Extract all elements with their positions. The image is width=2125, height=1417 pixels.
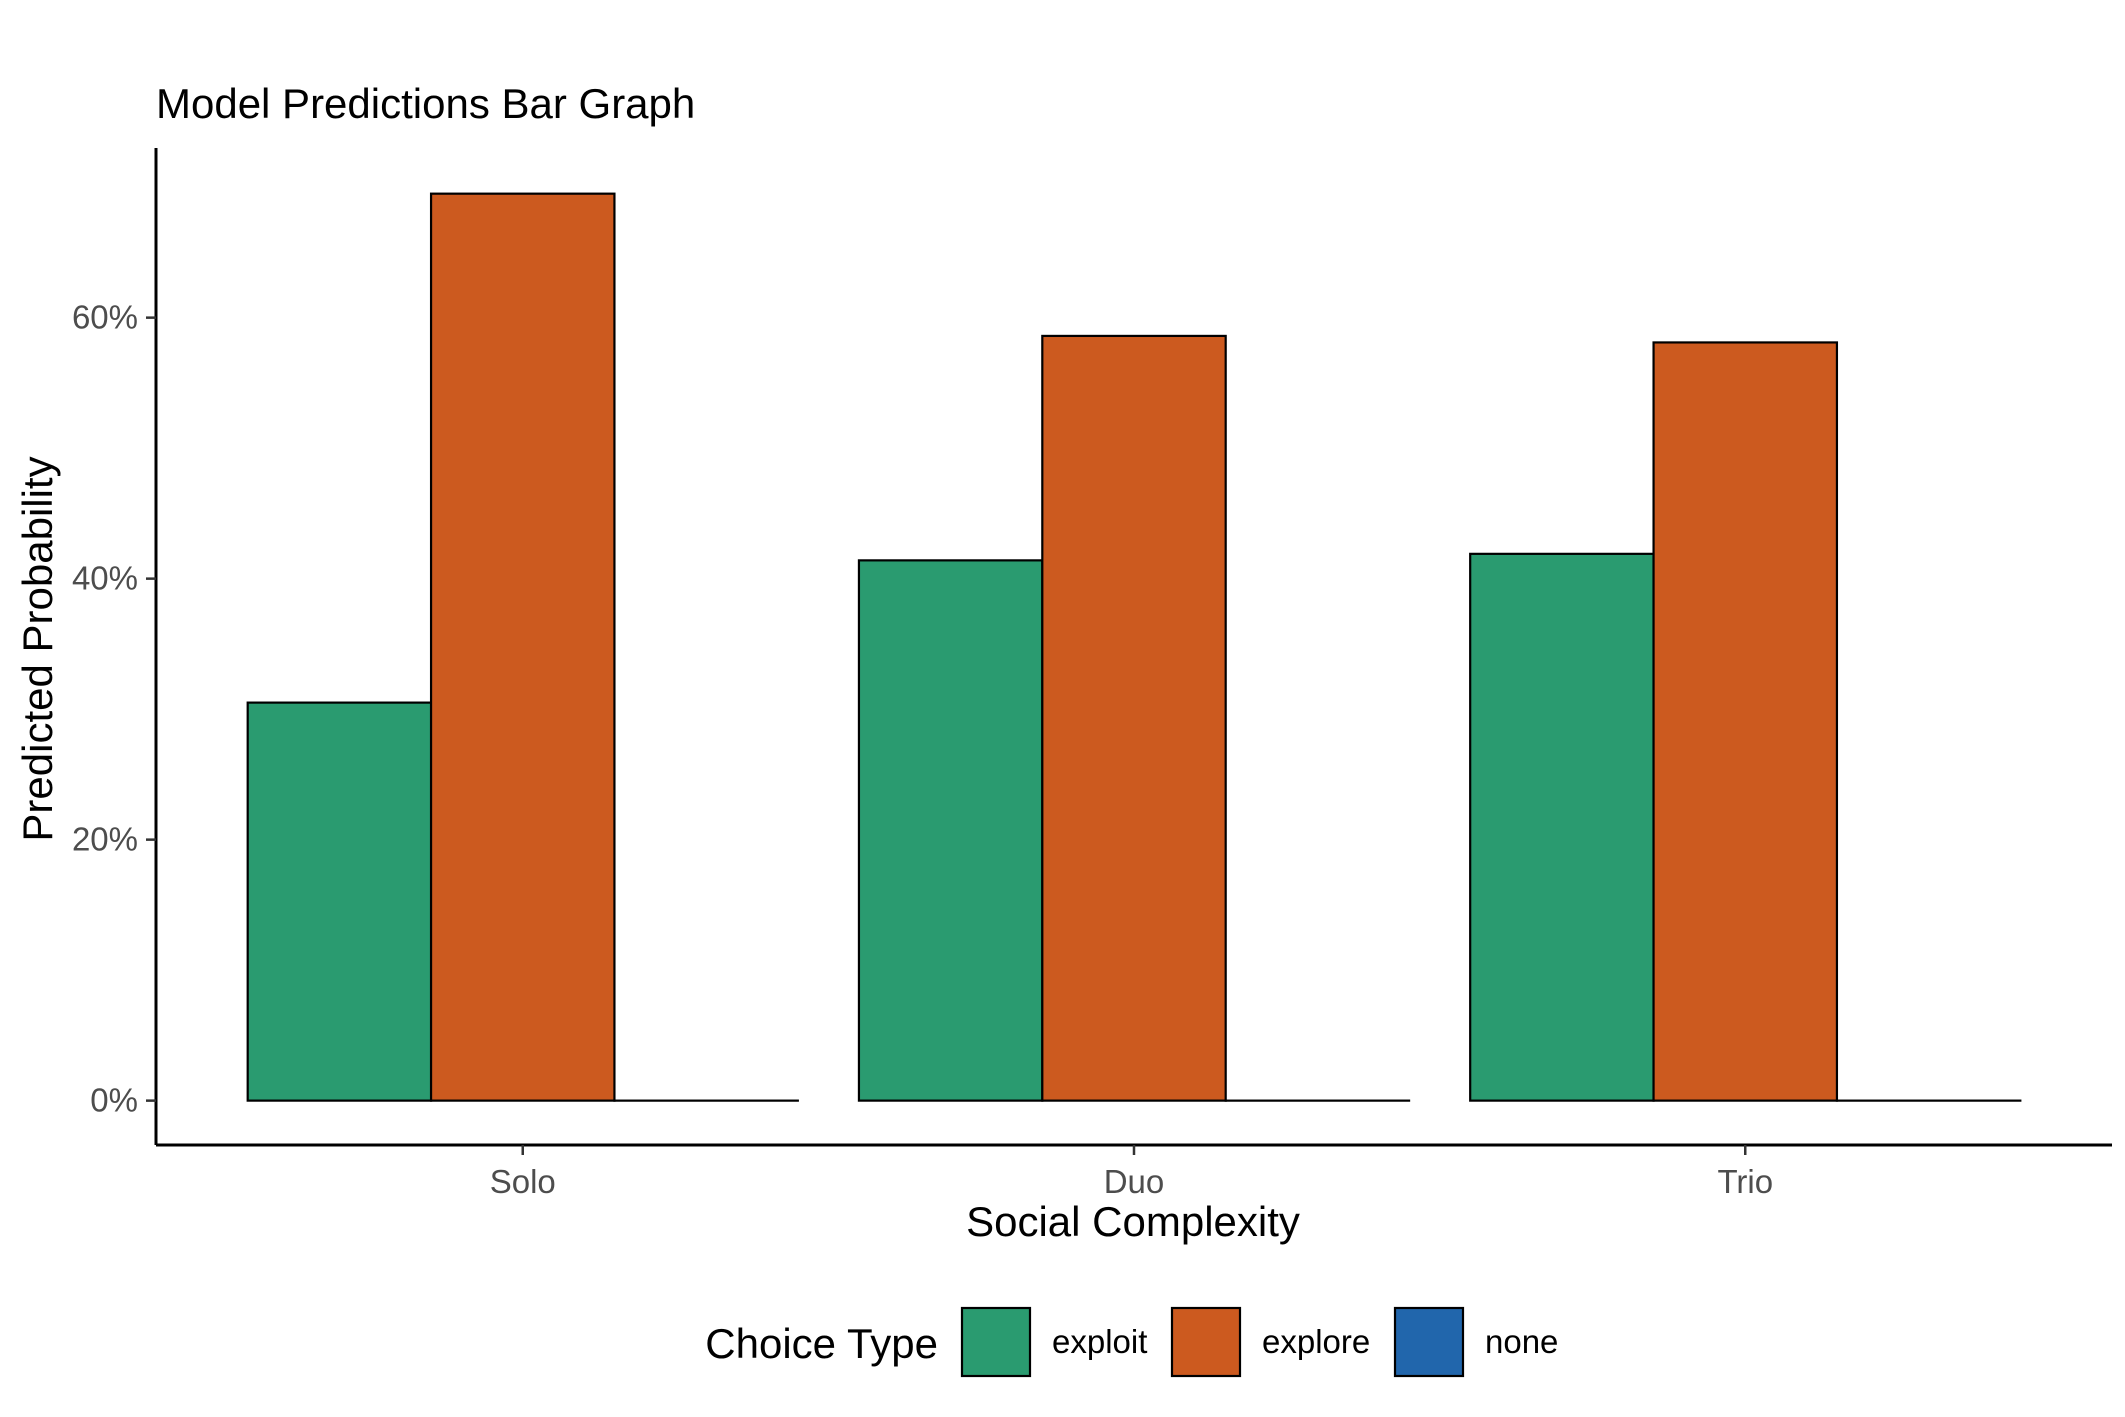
legend-key-explore [1170, 1306, 1242, 1378]
x-tick-label-trio: Trio [1717, 1163, 1773, 1200]
bar-solo-exploit [246, 701, 433, 1102]
bar-duo-exploit [857, 559, 1044, 1102]
legend-key-exploit [960, 1306, 1032, 1378]
bar-duo-explore [1041, 334, 1227, 1102]
bar-trio-exploit [1469, 552, 1655, 1102]
bar-trio-explore [1652, 341, 1839, 1102]
chart-title: Model Predictions Bar Graph [156, 80, 695, 127]
y-tick-label: 60% [72, 299, 138, 336]
plot-area: 0% 20% 40% 60% Solo Duo Trio [72, 148, 2112, 1200]
x-tick-label-solo: Solo [490, 1163, 556, 1200]
legend-title: Choice Type [705, 1320, 938, 1367]
legend-label-none: none [1485, 1323, 1558, 1360]
legend: Choice Type exploit explore none [705, 1306, 1558, 1378]
x-tick-label-duo: Duo [1104, 1163, 1165, 1200]
legend-key-none [1393, 1306, 1465, 1378]
y-tick-label: 20% [72, 821, 138, 858]
y-axis-title: Predicted Probability [14, 456, 61, 841]
bar-solo-explore [429, 192, 616, 1102]
x-axis-title: Social Complexity [966, 1198, 1300, 1245]
legend-label-explore: explore [1262, 1323, 1370, 1360]
y-tick-label: 0% [90, 1082, 138, 1119]
legend-label-exploit: exploit [1052, 1323, 1147, 1360]
y-tick-label: 40% [72, 560, 138, 597]
